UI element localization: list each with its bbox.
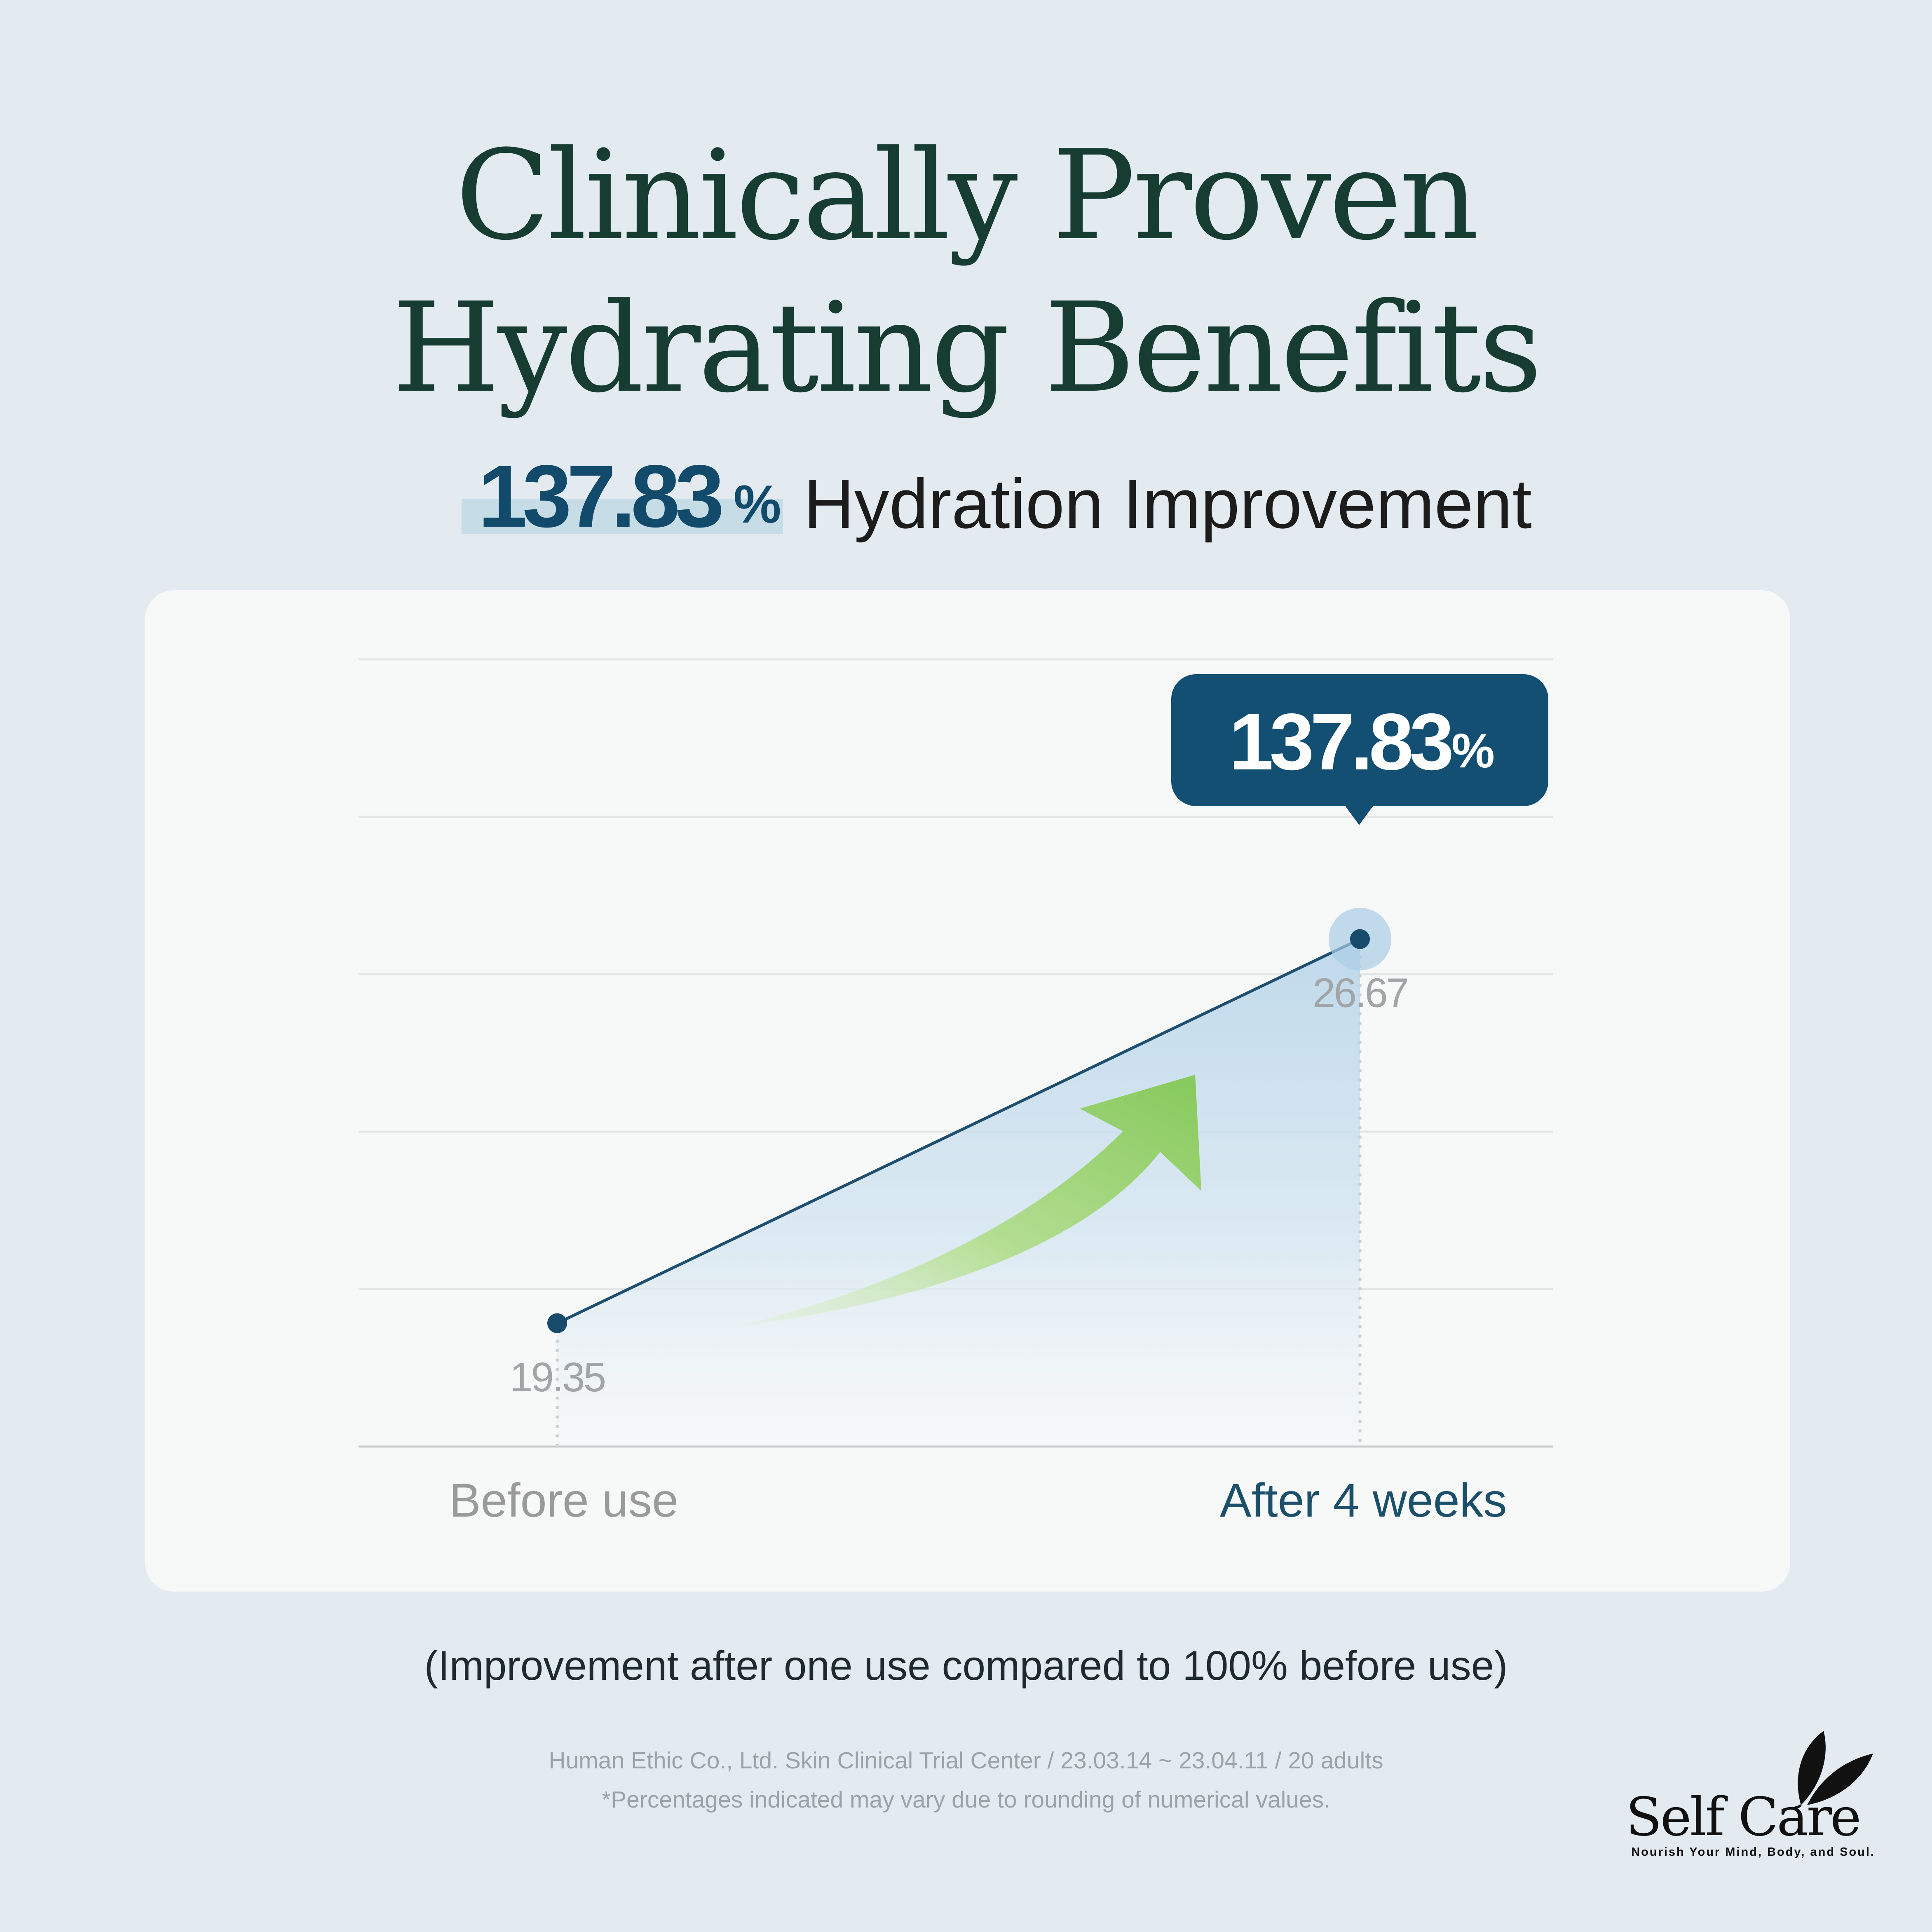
highlight-bar [462, 499, 783, 534]
brand-logo: Self Care Nourish Your Mind, Body, and S… [1570, 1727, 1875, 1867]
callout-pointer [1343, 804, 1375, 825]
improvement-value: 137.83 [478, 446, 724, 546]
data-point [1350, 929, 1370, 949]
footnote: (Improvement after one use compared to 1… [424, 1643, 1508, 1689]
series-line [556, 938, 1361, 1325]
improvement-callout: 137.83 % [1171, 674, 1548, 806]
logo-tagline: Nourish Your Mind, Body, and Soul. [1631, 1845, 1875, 1859]
source-citation: Human Ethic Co., Ltd. Skin Clinical Tria… [0, 1741, 1932, 1819]
trend-arrow-icon [734, 1075, 1201, 1327]
title-line-1: Clinically Proven [455, 124, 1479, 267]
improvement-label: Hydration Improvement [804, 465, 1532, 543]
data-label: 19.35 [510, 1354, 605, 1400]
improvement-headline: 137.83 % Hydration Improvement [462, 437, 1533, 546]
title-line-2: Hydrating Benefits [392, 276, 1543, 420]
x-tick-label-before: Before use [449, 1474, 679, 1527]
area-fill [557, 939, 1360, 1447]
callout-unit: % [1451, 724, 1495, 778]
callout-value: 137.83 [1229, 697, 1454, 787]
leaf-icon [1788, 1731, 1873, 1809]
data-label: 26.67 [1313, 970, 1407, 1016]
source-line-2: *Percentages indicated may vary due to r… [601, 1787, 1330, 1813]
logo-name: Self Care [1626, 1787, 1862, 1848]
x-tick-label-after: After 4 weeks [1220, 1474, 1507, 1527]
data-point [547, 1313, 567, 1333]
page-title: Clinically Proven Hydrating Benefits [0, 120, 1932, 424]
improvement-unit: % [734, 474, 781, 534]
source-line-1: Human Ethic Co., Ltd. Skin Clinical Tria… [549, 1747, 1383, 1774]
